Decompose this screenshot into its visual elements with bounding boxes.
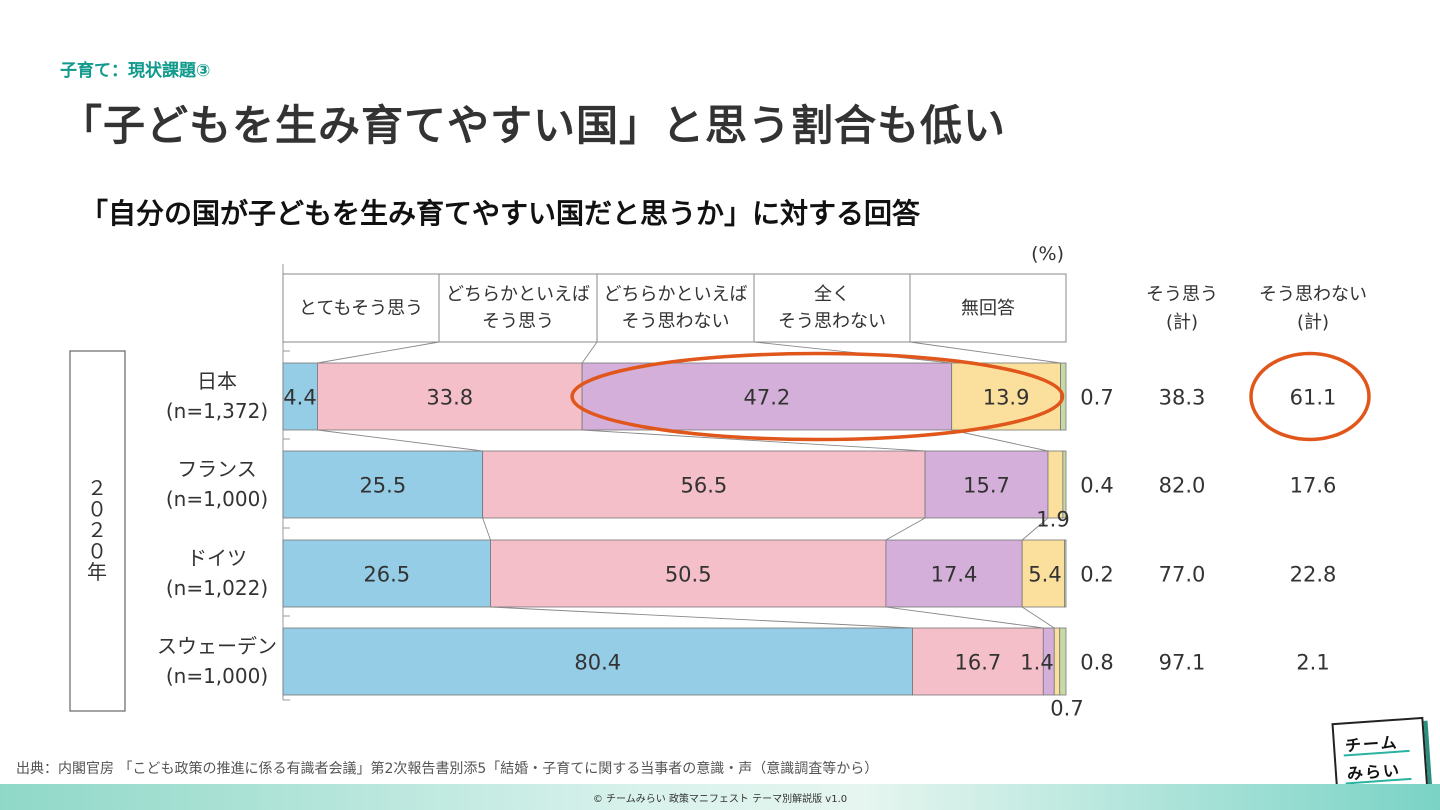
connector-line bbox=[951, 429, 1049, 452]
year-label-char: ２ bbox=[87, 518, 107, 542]
segment-value-label: 56.5 bbox=[680, 474, 727, 498]
connector-line bbox=[909, 341, 1061, 364]
disagree-total-value: 61.1 bbox=[1290, 386, 1337, 410]
segment-value-label: 4.4 bbox=[283, 386, 316, 410]
connector-line bbox=[490, 606, 913, 629]
bar-segment bbox=[912, 627, 1044, 696]
bar-segment bbox=[581, 362, 953, 431]
total-header-label: そう思う bbox=[1146, 284, 1218, 305]
segment-value-label: 25.5 bbox=[359, 474, 406, 498]
segment-value-label: 13.9 bbox=[983, 386, 1030, 410]
bar-segment bbox=[1021, 539, 1065, 608]
disagree-total-value: 2.1 bbox=[1296, 651, 1329, 675]
chart-heading: 「自分の国が子どもを生み育てやすい国だと思うか」に対する回答 bbox=[80, 197, 921, 230]
disagree-total-value: 22.8 bbox=[1290, 563, 1337, 587]
connector-line bbox=[1021, 517, 1049, 541]
segment-value-label: 1.9 bbox=[1036, 508, 1069, 532]
category-n-label: (n=1,372) bbox=[166, 399, 268, 423]
year-label-char: ２ bbox=[87, 476, 107, 500]
no-answer-value: 0.4 bbox=[1080, 474, 1113, 498]
connector-line bbox=[885, 517, 926, 541]
slide-title: 「子どもを生み育てやすい国」と思う割合も低い bbox=[60, 101, 1007, 150]
year-label-char: ０ bbox=[87, 497, 107, 521]
bar-segment bbox=[490, 539, 887, 608]
segment-value-label: 15.7 bbox=[963, 474, 1010, 498]
segment-value-label: 33.8 bbox=[426, 386, 473, 410]
segment-value-label: 47.2 bbox=[744, 386, 791, 410]
bar-segment bbox=[1053, 627, 1061, 696]
year-label-char: ０ bbox=[87, 539, 107, 563]
segment-value-label: 80.4 bbox=[574, 651, 621, 675]
section-eyebrow: 子育て：現状課題③ bbox=[60, 61, 211, 81]
legend-header-label: そう思う bbox=[482, 311, 554, 332]
bar-segment bbox=[1059, 627, 1067, 696]
connector-line bbox=[885, 606, 1044, 629]
no-answer-value: 0.7 bbox=[1080, 386, 1113, 410]
source-note: 出典：内閣官房 「こども政策の推進に係る有識者会議」第2次報告書別添5「結婚・子… bbox=[16, 761, 879, 777]
year-label-char: 年 bbox=[87, 560, 107, 584]
bar-segment bbox=[951, 362, 1061, 431]
connector-line bbox=[317, 429, 483, 452]
bar-segment bbox=[317, 362, 583, 431]
legend-header-label: そう思わない bbox=[778, 311, 886, 332]
legend-header-label: 全く bbox=[814, 284, 850, 305]
highlight-circle-japan-total bbox=[1249, 351, 1371, 442]
agree-total-value: 77.0 bbox=[1159, 563, 1206, 587]
segment-value-label: 0.7 bbox=[1050, 697, 1083, 721]
legend-header-frame bbox=[282, 273, 1067, 343]
agree-total-value: 97.1 bbox=[1159, 651, 1206, 675]
bar-segment bbox=[885, 539, 1023, 608]
segment-value-label: 50.5 bbox=[665, 563, 712, 587]
footer-copyright: © チームみらい 政策マニフェスト テーマ別解説版 v1.0 bbox=[592, 794, 848, 805]
no-answer-value: 0.8 bbox=[1080, 651, 1113, 675]
disagree-total-value: 17.6 bbox=[1290, 474, 1337, 498]
bar-segment bbox=[282, 539, 491, 608]
segment-value-label: 5.4 bbox=[1028, 563, 1061, 587]
bar-segment bbox=[482, 450, 926, 519]
category-label: ドイツ bbox=[187, 546, 247, 570]
legend-header-label: とてもそう思う bbox=[299, 298, 423, 319]
no-answer-value: 0.2 bbox=[1080, 563, 1113, 587]
connector-line bbox=[317, 341, 440, 364]
connector-line bbox=[582, 429, 926, 452]
stacked-bar-chart: (%)とてもそう思うどちらかといえばそう思うどちらかといえばそう思わない全くそう… bbox=[69, 243, 1371, 721]
bar-segment bbox=[282, 450, 484, 519]
agree-total-value: 82.0 bbox=[1159, 474, 1206, 498]
category-n-label: (n=1,022) bbox=[166, 576, 268, 600]
category-n-label: (n=1,000) bbox=[166, 664, 268, 688]
segment-value-label: 16.7 bbox=[955, 651, 1002, 675]
bar-segment bbox=[282, 362, 318, 431]
category-label: フランス bbox=[177, 457, 257, 481]
bar-segment bbox=[282, 627, 913, 696]
category-label: 日本 bbox=[197, 369, 237, 393]
bar-segment bbox=[1062, 450, 1067, 519]
agree-total-value: 38.3 bbox=[1159, 386, 1206, 410]
segment-value-label: 17.4 bbox=[931, 563, 978, 587]
legend-header-label: そう思わない bbox=[622, 311, 730, 332]
footer-bar: © チームみらい 政策マニフェスト テーマ別解説版 v1.0 bbox=[0, 784, 1440, 810]
legend-header-label: 無回答 bbox=[961, 298, 1015, 319]
legend-header-label: どちらかといえば bbox=[604, 284, 748, 305]
total-header-label: そう思わない bbox=[1259, 284, 1367, 305]
category-n-label: (n=1,000) bbox=[166, 487, 268, 511]
bar-segment bbox=[924, 450, 1049, 519]
connector-line bbox=[1021, 606, 1055, 629]
connector-line bbox=[482, 517, 491, 541]
highlight-circle-japan-disagree bbox=[570, 351, 1065, 442]
bar-segment bbox=[1064, 539, 1067, 608]
unit-label: (%) bbox=[1031, 243, 1064, 265]
connector-line bbox=[581, 341, 598, 364]
segment-value-label: 1.4 bbox=[1020, 651, 1053, 675]
total-header-sub: (計) bbox=[1166, 312, 1198, 333]
total-header-sub: (計) bbox=[1297, 312, 1329, 333]
legend-header-label: どちらかといえば bbox=[446, 284, 590, 305]
segment-value-label: 26.5 bbox=[363, 563, 410, 587]
year-label-box bbox=[69, 350, 126, 712]
category-label: スウェーデン bbox=[157, 634, 277, 658]
